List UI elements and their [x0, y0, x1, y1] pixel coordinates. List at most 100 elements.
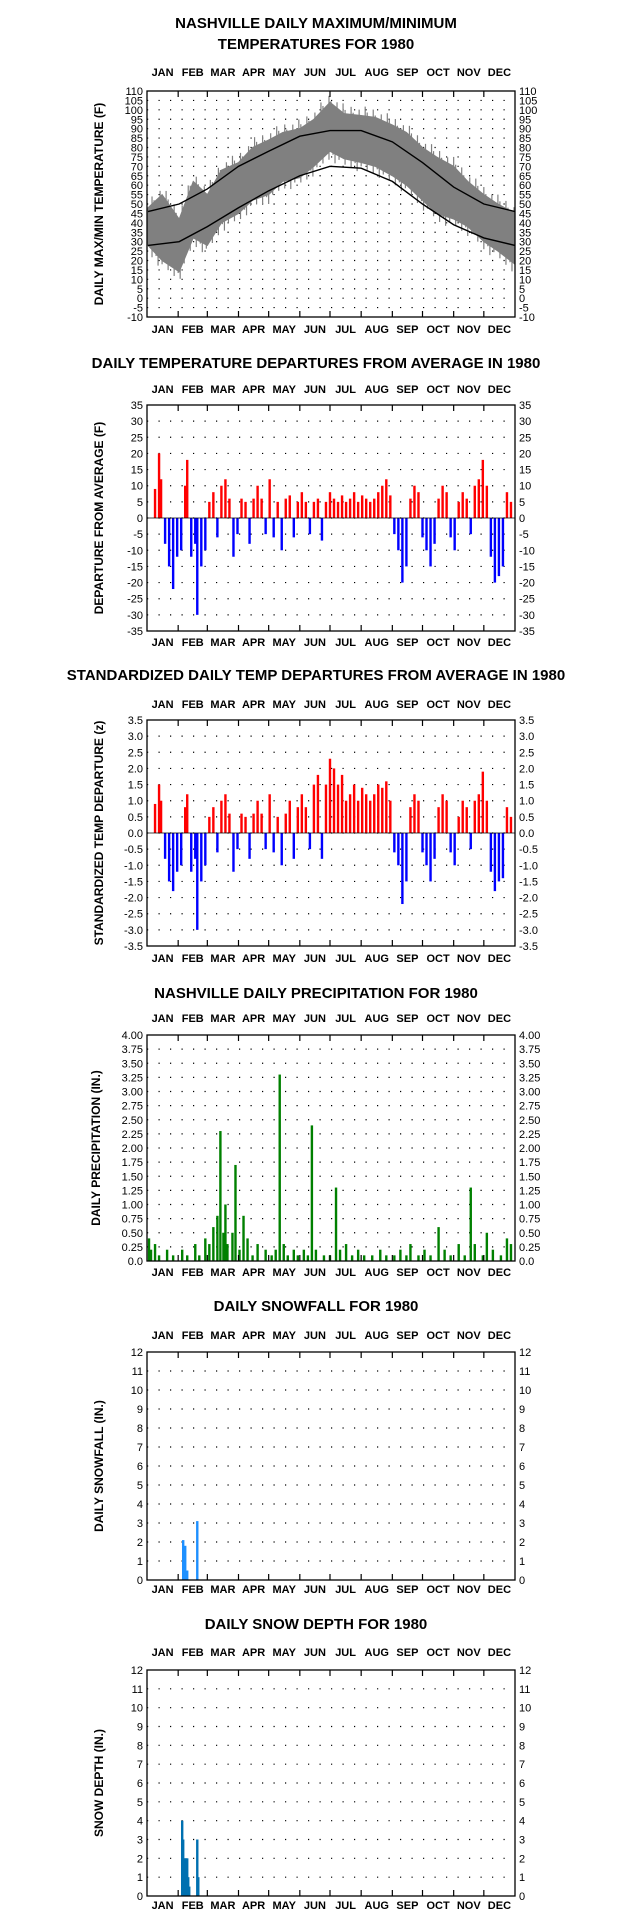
month-label-bottom: MAR — [210, 1900, 235, 1912]
y-tick-label-left: 0.75 — [122, 1214, 143, 1226]
month-label-bottom: FEB — [182, 1900, 204, 1912]
plot-frame — [146, 1669, 516, 1897]
data-bar — [165, 1249, 169, 1261]
data-bar — [461, 492, 464, 518]
y-tick-label-right: 9 — [519, 1722, 525, 1734]
data-bar — [469, 833, 472, 850]
y-tick-label-right: 0.0 — [519, 828, 534, 840]
data-bar — [477, 794, 481, 833]
y-tick-label-left: 5 — [137, 1480, 143, 1492]
y-tick-label-left: 90 — [131, 124, 143, 136]
month-label-bottom: MAR — [210, 953, 235, 965]
y-tick-label-right: 110 — [519, 86, 537, 98]
data-bar — [248, 833, 251, 859]
y-tick-label-left: 2.50 — [122, 1115, 143, 1127]
data-bar — [463, 1255, 466, 1261]
data-bar — [212, 1227, 215, 1261]
month-label-bottom: DEC — [488, 1267, 511, 1279]
data-bar — [362, 1255, 366, 1261]
y-tick-label-right: -10 — [519, 545, 535, 557]
month-label-bottom: SEP — [396, 324, 418, 336]
month-label-top: JUL — [335, 1647, 356, 1659]
data-bar — [236, 518, 239, 535]
month-label-top: AUG — [365, 1647, 389, 1659]
month-label-top: APR — [242, 699, 265, 711]
y-tick-label-right: 2 — [519, 1853, 525, 1865]
data-bar — [171, 833, 175, 892]
month-label-top: MAY — [273, 699, 297, 711]
y-tick-label-left: 0.0 — [128, 1256, 143, 1268]
y-tick-label-left: 7 — [137, 1442, 143, 1454]
month-label-top: JAN — [152, 1330, 174, 1342]
data-bar — [234, 1164, 237, 1261]
data-bar — [300, 492, 304, 518]
month-label-top: OCT — [426, 384, 450, 396]
data-bar — [194, 833, 197, 859]
data-bar — [188, 1886, 191, 1896]
chart-2: DAILY TEMPERATURE DEPARTURES FROM AVERAG… — [92, 355, 541, 649]
y-tick-label-right: 0.50 — [519, 1228, 540, 1240]
month-label-top: AUG — [365, 384, 389, 396]
data-bar — [251, 1255, 254, 1261]
data-bar — [278, 1074, 281, 1261]
data-bar — [304, 807, 308, 833]
data-bar — [179, 833, 183, 866]
month-label-top: JUN — [304, 67, 326, 79]
month-label-top: JUN — [304, 1647, 326, 1659]
y-tick-label-left: 75 — [131, 152, 143, 164]
data-bar — [180, 1249, 184, 1261]
month-label-bottom: NOV — [457, 637, 482, 649]
month-label-bottom: OCT — [426, 637, 450, 649]
data-bar — [344, 501, 348, 518]
month-label-bottom: JAN — [152, 637, 174, 649]
y-tick-label-left: 2 — [137, 1537, 143, 1549]
y-tick-label-left: 3 — [137, 1518, 143, 1530]
month-label-top: JAN — [152, 1647, 174, 1659]
data-bar — [200, 518, 203, 567]
data-bar — [497, 518, 501, 577]
data-bar — [312, 501, 316, 518]
data-bar — [393, 518, 396, 535]
data-bar — [198, 1255, 201, 1261]
data-bar — [429, 833, 432, 882]
month-label-bottom: SEP — [396, 1267, 418, 1279]
y-tick-label-right: 0.25 — [519, 1242, 540, 1254]
data-bar — [153, 1244, 157, 1261]
data-bar — [196, 518, 199, 615]
data-bar — [469, 1187, 472, 1261]
data-bar — [260, 813, 263, 833]
data-bar — [399, 1249, 402, 1261]
month-label-top: OCT — [426, 699, 450, 711]
data-bar — [272, 833, 275, 853]
y-tick-label-left: 25 — [131, 246, 143, 258]
month-label-bottom: OCT — [426, 324, 450, 336]
y-tick-label-right: 2.50 — [519, 1115, 540, 1127]
month-label-bottom: JUN — [304, 637, 326, 649]
data-bar — [364, 794, 368, 833]
month-label-bottom: SEP — [396, 1584, 418, 1596]
data-bar — [252, 813, 255, 833]
month-label-bottom: JUN — [304, 953, 326, 965]
data-bar — [322, 1255, 326, 1261]
data-bar — [310, 1125, 314, 1261]
month-label-bottom: MAY — [273, 1900, 297, 1912]
normal-max-line — [147, 129, 516, 213]
data-bar — [163, 518, 167, 544]
month-label-bottom: OCT — [426, 953, 450, 965]
month-label-bottom: AUG — [365, 953, 389, 965]
data-bar — [268, 794, 271, 833]
data-bar — [405, 1255, 408, 1261]
y-tick-label-left: -3.5 — [124, 941, 143, 953]
data-bar — [417, 492, 420, 518]
month-label-bottom: AUG — [365, 324, 389, 336]
month-label-bottom: JAN — [152, 953, 174, 965]
month-label-top: DEC — [488, 1647, 511, 1659]
y-tick-label-left: 20 — [131, 448, 143, 460]
normal-min-line — [147, 165, 516, 247]
y-tick-label-right: 3.75 — [519, 1044, 540, 1056]
month-label-bottom: NOV — [457, 1900, 482, 1912]
data-bar — [314, 1249, 318, 1261]
month-label-top: NOV — [457, 1330, 482, 1342]
data-bar — [457, 501, 460, 518]
month-label-top: JAN — [152, 699, 174, 711]
